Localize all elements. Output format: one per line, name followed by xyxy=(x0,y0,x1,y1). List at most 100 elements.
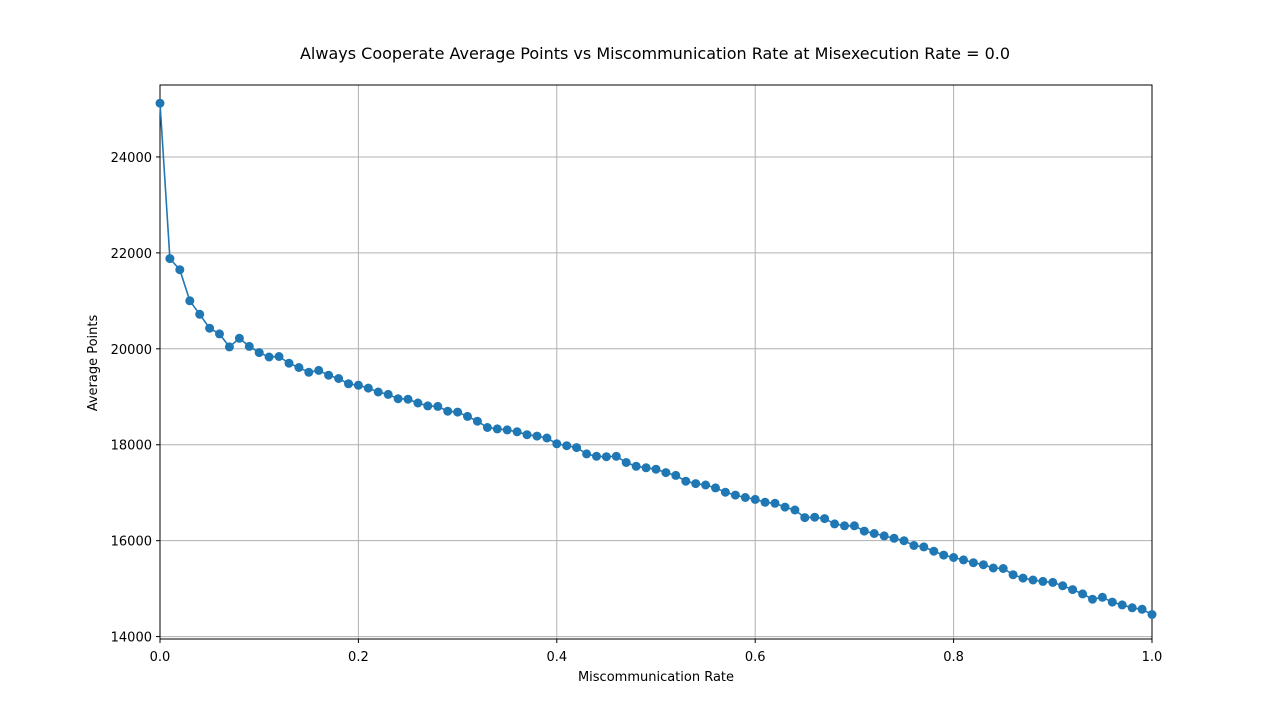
data-point xyxy=(800,513,810,523)
x-tick-label: 0.6 xyxy=(745,650,766,665)
data-point xyxy=(810,512,820,522)
data-series xyxy=(155,98,1157,619)
data-point xyxy=(1068,585,1078,595)
data-point xyxy=(611,451,621,461)
data-point xyxy=(1038,576,1048,586)
data-point xyxy=(264,352,274,362)
data-point xyxy=(314,365,324,375)
data-point xyxy=(978,560,988,570)
data-point xyxy=(750,494,760,504)
data-point xyxy=(472,416,482,426)
data-point xyxy=(701,480,711,490)
data-point xyxy=(215,329,224,339)
data-point xyxy=(790,505,800,515)
data-point xyxy=(621,458,631,467)
data-point xyxy=(512,427,522,437)
data-point xyxy=(988,563,998,573)
data-point xyxy=(1078,589,1088,599)
data-point xyxy=(869,529,879,538)
y-tick-label: 24000 xyxy=(111,151,152,166)
data-point xyxy=(502,425,512,435)
data-point xyxy=(284,358,294,368)
plot-frame xyxy=(159,84,1153,640)
data-point xyxy=(740,493,750,502)
data-point xyxy=(1097,592,1107,602)
data-point xyxy=(234,333,244,343)
data-point xyxy=(592,451,601,461)
data-point xyxy=(939,550,949,560)
x-tick-label: 0.0 xyxy=(150,650,171,665)
data-point xyxy=(780,502,790,512)
data-point xyxy=(165,254,175,264)
data-point xyxy=(820,514,830,524)
y-tick-label: 18000 xyxy=(111,439,152,454)
data-point xyxy=(849,521,859,531)
data-point xyxy=(244,341,254,351)
data-point xyxy=(889,533,899,543)
data-point xyxy=(542,433,552,443)
data-point xyxy=(959,555,968,565)
data-point xyxy=(443,406,453,416)
data-point xyxy=(463,411,472,421)
data-point xyxy=(1048,577,1058,587)
data-point xyxy=(185,296,195,306)
data-point xyxy=(423,401,433,411)
data-point xyxy=(562,441,572,451)
data-point xyxy=(968,558,978,568)
data-point xyxy=(859,526,869,536)
data-point xyxy=(254,348,264,358)
data-point xyxy=(929,546,939,556)
chart-title: Always Cooperate Average Points vs Misco… xyxy=(300,44,1010,63)
x-tick-label: 1.0 xyxy=(1142,650,1163,665)
y-tick-label: 14000 xyxy=(111,631,152,646)
data-point xyxy=(353,380,363,390)
data-point xyxy=(274,352,284,361)
data-point xyxy=(1117,600,1127,610)
y-tick-label: 20000 xyxy=(111,343,152,358)
data-point xyxy=(899,536,909,546)
data-point xyxy=(720,487,730,497)
data-point xyxy=(363,383,373,393)
data-point xyxy=(760,497,770,507)
data-point xyxy=(1147,610,1157,619)
data-point xyxy=(651,464,661,474)
data-point xyxy=(433,401,443,411)
data-point xyxy=(482,423,492,432)
data-point xyxy=(344,379,353,389)
data-point xyxy=(492,424,502,434)
data-point xyxy=(1137,604,1147,614)
y-tick-label: 22000 xyxy=(111,247,152,262)
data-point xyxy=(691,479,701,489)
data-point xyxy=(155,98,165,108)
data-point xyxy=(373,387,383,397)
data-point xyxy=(681,476,691,486)
data-point xyxy=(552,439,562,449)
data-point xyxy=(304,367,314,377)
data-point xyxy=(770,498,780,508)
data-point xyxy=(1088,594,1097,604)
data-point xyxy=(522,430,532,440)
x-axis-label: Miscommunication Rate xyxy=(578,670,734,685)
data-point xyxy=(582,449,592,459)
x-tick-label: 0.8 xyxy=(943,650,964,665)
data-point xyxy=(1127,603,1137,613)
data-point xyxy=(532,431,542,441)
data-point xyxy=(334,374,344,383)
data-point xyxy=(830,519,840,529)
data-point xyxy=(631,461,641,471)
data-point xyxy=(453,407,463,417)
data-point xyxy=(205,323,215,333)
y-tick-label: 16000 xyxy=(111,535,152,550)
data-point xyxy=(572,443,582,453)
data-point xyxy=(195,309,205,319)
data-point xyxy=(413,398,423,408)
data-point xyxy=(224,342,234,352)
data-point xyxy=(1018,573,1028,583)
data-point xyxy=(641,463,651,473)
data-point xyxy=(324,370,334,380)
data-point xyxy=(879,531,889,541)
data-point xyxy=(294,363,304,372)
data-point xyxy=(949,553,959,562)
